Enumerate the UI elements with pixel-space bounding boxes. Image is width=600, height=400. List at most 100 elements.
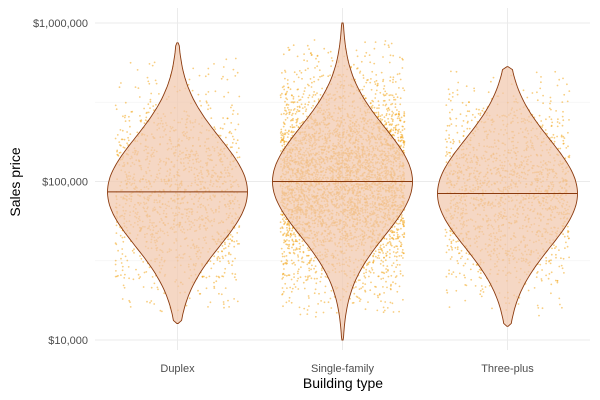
data-point — [351, 302, 354, 304]
data-point — [302, 112, 305, 115]
data-point — [315, 282, 318, 285]
data-point — [366, 264, 368, 267]
data-point — [115, 232, 118, 235]
data-point — [229, 253, 232, 256]
data-point — [120, 82, 122, 84]
data-point — [281, 86, 284, 89]
data-point — [233, 298, 236, 300]
data-point — [353, 292, 356, 295]
data-point — [394, 131, 397, 134]
data-point — [306, 60, 309, 62]
data-point — [207, 67, 210, 70]
data-point — [401, 214, 403, 216]
data-point — [207, 73, 210, 76]
data-point — [388, 61, 391, 64]
data-point — [296, 55, 299, 58]
data-point — [121, 265, 124, 268]
data-point — [327, 51, 330, 54]
data-point — [293, 273, 295, 275]
data-point — [224, 254, 227, 257]
data-point — [298, 248, 300, 250]
data-point — [306, 83, 309, 86]
data-point — [231, 135, 234, 138]
data-point — [118, 141, 121, 144]
data-point — [383, 292, 385, 294]
data-point — [382, 80, 384, 83]
data-point — [307, 276, 309, 279]
data-point — [114, 104, 117, 107]
data-point — [370, 88, 373, 91]
data-point — [394, 81, 397, 83]
data-point — [305, 279, 308, 282]
data-point — [374, 83, 377, 85]
data-point — [378, 104, 380, 106]
data-point — [121, 269, 124, 272]
data-point — [309, 52, 312, 55]
data-point — [288, 243, 291, 246]
data-point — [394, 282, 397, 285]
data-point — [281, 72, 283, 74]
data-point — [281, 278, 284, 280]
data-point — [297, 95, 300, 98]
data-point — [384, 90, 387, 93]
data-point — [282, 262, 285, 265]
data-point — [238, 242, 241, 245]
data-point — [391, 264, 393, 267]
data-point — [400, 216, 403, 218]
data-point — [382, 264, 385, 267]
data-point — [398, 285, 401, 288]
data-point — [288, 245, 290, 248]
data-point — [399, 270, 402, 272]
data-point — [153, 303, 156, 305]
data-point — [368, 270, 371, 272]
data-point — [282, 234, 284, 237]
data-point — [391, 120, 394, 123]
data-point — [324, 275, 327, 278]
data-point — [222, 303, 225, 305]
data-point — [281, 214, 284, 217]
data-point — [121, 253, 124, 255]
data-point — [402, 87, 404, 90]
data-point — [391, 94, 394, 97]
data-point — [233, 240, 236, 243]
data-point — [322, 311, 325, 314]
data-point — [235, 240, 238, 242]
data-point — [149, 100, 152, 103]
data-point — [370, 281, 372, 284]
data-point — [400, 116, 403, 119]
data-point — [400, 144, 403, 147]
data-point — [317, 98, 320, 101]
data-point — [198, 293, 201, 295]
data-point — [356, 55, 359, 58]
data-point — [233, 138, 235, 141]
data-point — [116, 149, 119, 152]
data-point — [399, 222, 401, 225]
data-point — [224, 241, 226, 244]
data-point — [313, 39, 316, 41]
data-point — [384, 259, 387, 262]
data-point — [222, 117, 225, 119]
data-point — [360, 60, 363, 63]
data-point — [364, 276, 367, 279]
data-point — [157, 288, 159, 291]
data-point — [379, 91, 382, 94]
data-point — [231, 272, 234, 275]
data-point — [321, 267, 323, 270]
data-point — [299, 276, 302, 279]
data-point — [234, 128, 237, 131]
data-point — [299, 250, 301, 253]
data-point — [234, 57, 237, 60]
data-point — [323, 301, 326, 304]
data-point — [384, 301, 387, 303]
data-point — [284, 118, 287, 121]
data-point — [291, 112, 294, 115]
data-point — [349, 297, 351, 300]
data-point — [296, 120, 298, 123]
data-point — [382, 286, 384, 288]
data-point — [399, 56, 401, 59]
data-point — [279, 227, 282, 230]
data-point — [382, 277, 385, 280]
data-point — [392, 112, 395, 114]
data-point — [214, 90, 217, 93]
data-point — [218, 257, 221, 260]
